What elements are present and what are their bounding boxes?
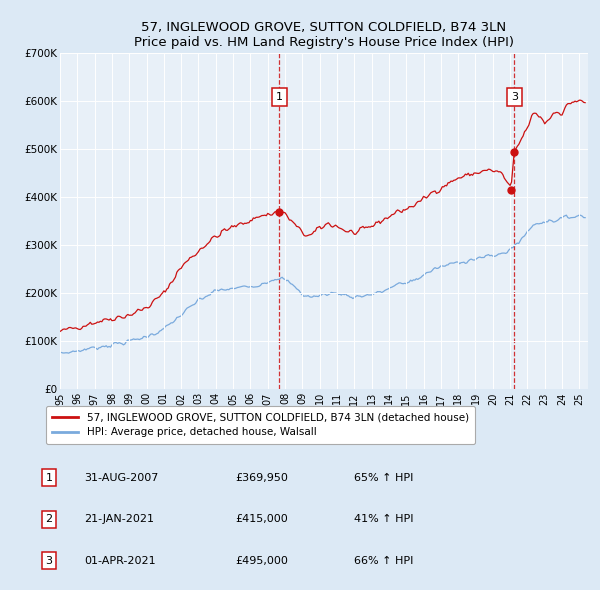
Text: 01-APR-2021: 01-APR-2021	[84, 556, 155, 566]
Text: 1: 1	[276, 92, 283, 102]
Legend: 57, INGLEWOOD GROVE, SUTTON COLDFIELD, B74 3LN (detached house), HPI: Average pr: 57, INGLEWOOD GROVE, SUTTON COLDFIELD, B…	[46, 406, 475, 444]
Text: 41% ↑ HPI: 41% ↑ HPI	[354, 514, 413, 524]
Text: 3: 3	[46, 556, 52, 566]
Text: £495,000: £495,000	[235, 556, 288, 566]
Title: 57, INGLEWOOD GROVE, SUTTON COLDFIELD, B74 3LN
Price paid vs. HM Land Registry's: 57, INGLEWOOD GROVE, SUTTON COLDFIELD, B…	[134, 21, 514, 49]
Text: 21-JAN-2021: 21-JAN-2021	[84, 514, 154, 524]
Text: £369,950: £369,950	[235, 473, 288, 483]
Text: 2: 2	[46, 514, 52, 524]
Text: 3: 3	[511, 92, 518, 102]
Text: 66% ↑ HPI: 66% ↑ HPI	[354, 556, 413, 566]
Text: 31-AUG-2007: 31-AUG-2007	[84, 473, 158, 483]
Text: 65% ↑ HPI: 65% ↑ HPI	[354, 473, 413, 483]
Text: £415,000: £415,000	[235, 514, 288, 524]
Text: 1: 1	[46, 473, 52, 483]
